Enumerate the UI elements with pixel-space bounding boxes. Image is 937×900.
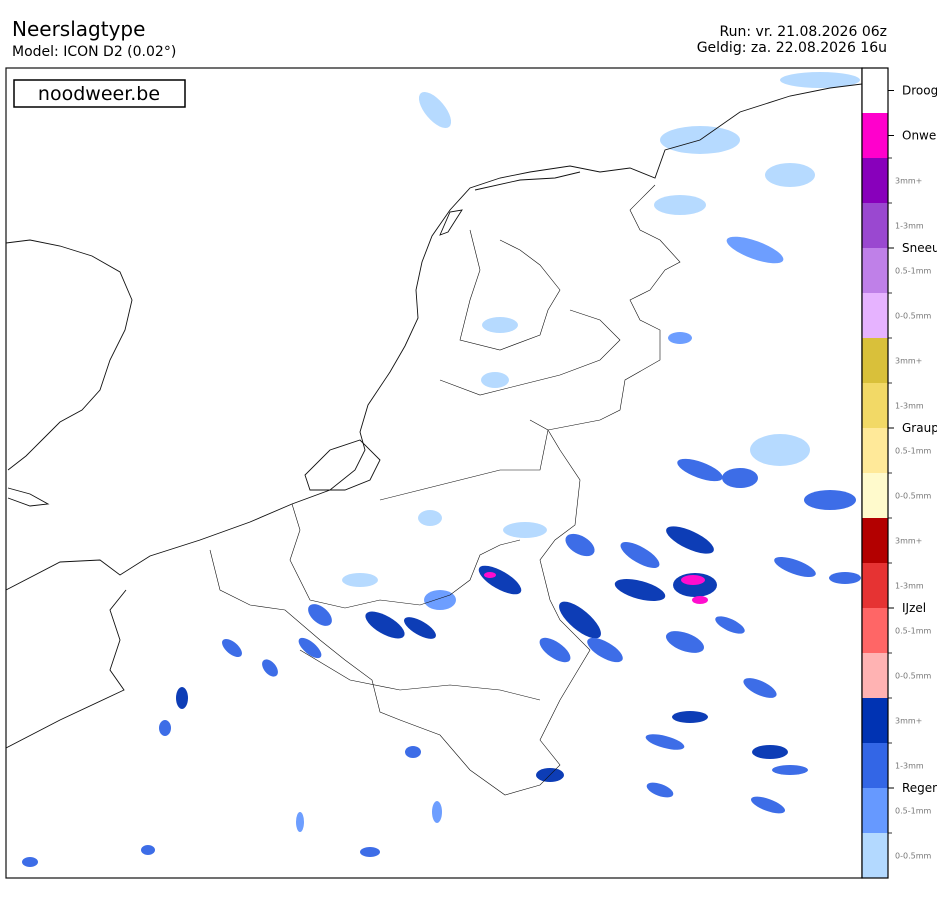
colorbar-segment: [862, 158, 888, 203]
colorbar-label: Onwe: [902, 129, 936, 143]
colorbar-segment: [862, 653, 888, 698]
colorbar-segment: [862, 68, 888, 113]
colorbar-level-label: 0-0.5mm: [895, 672, 931, 681]
colorbar-label: Droog: [902, 84, 937, 98]
precipitation: [22, 72, 861, 867]
colorbar-level-label: 0.5-1mm: [895, 807, 931, 816]
watermark: noodweer.be: [38, 83, 160, 105]
run: Run: vr. 21.08.2026 06z: [720, 24, 887, 40]
colorbar-level-label: 0-0.5mm: [895, 492, 931, 501]
colorbar-level-label: 0.5-1mm: [895, 627, 931, 636]
colorbar-level-label: 1-3mm: [895, 222, 924, 231]
colorbar-segment: [862, 203, 888, 248]
colorbar-segment: [862, 698, 888, 743]
colorbar-segment: [862, 563, 888, 608]
colorbar-level-label: 3mm+: [895, 717, 922, 726]
colorbar-level-label: 1-3mm: [895, 402, 924, 411]
colorbar-label: IJzel: [902, 601, 926, 615]
colorbar-level-label: 0.5-1mm: [895, 447, 931, 456]
colorbar-segment: [862, 518, 888, 563]
colorbar-segment: [862, 338, 888, 383]
colorbar-level-label: 1-3mm: [895, 762, 924, 771]
watermark-box: [13, 79, 186, 108]
model: Model: ICON D2 (0.02°): [12, 44, 176, 60]
colorbar-segment: [862, 608, 888, 653]
colorbar-segment: [862, 428, 888, 473]
colorbar-label: Regen: [902, 781, 937, 795]
coastlines: [6, 83, 862, 749]
colorbar-segment: [862, 248, 888, 293]
colorbar-segment: [862, 293, 888, 338]
title: Neerslagtype: [12, 17, 145, 41]
colorbar-frame: [861, 67, 889, 879]
colorbar-segment: [862, 113, 888, 158]
colorbar-level-label: 1-3mm: [895, 582, 924, 591]
borders: [209, 184, 681, 796]
colorbar-segment: [862, 383, 888, 428]
colorbar-label: Sneeu: [902, 241, 937, 255]
colorbar-segment: [862, 833, 888, 878]
map: [6, 68, 862, 878]
colorbar-label: Graup: [902, 421, 937, 435]
colorbar-level-label: 0-0.5mm: [895, 852, 931, 861]
colorbar-segment: [862, 743, 888, 788]
colorbar-level-label: 0-0.5mm: [895, 312, 931, 321]
colorbar-segment: [862, 473, 888, 518]
colorbar-level-label: 3mm+: [895, 177, 922, 186]
valid: Geldig: za. 22.08.2026 16u: [697, 40, 887, 56]
colorbar-segment: [862, 788, 888, 833]
colorbar-level-label: 0.5-1mm: [895, 267, 931, 276]
colorbar-level-label: 3mm+: [895, 537, 922, 546]
colorbar-level-label: 3mm+: [895, 357, 922, 366]
colorbar: Droog Onwe 3mm+ 1-3mm 0.5-1mm 0-0.5mm Sneeu 3mm…: [861, 67, 937, 879]
